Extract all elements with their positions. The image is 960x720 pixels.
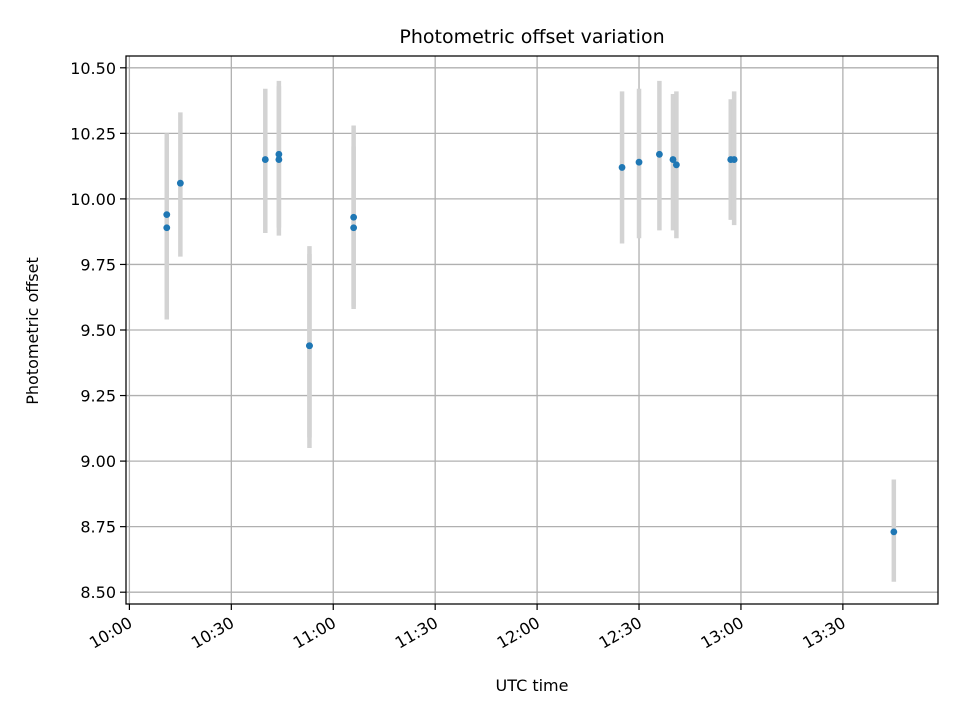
data-point: [730, 156, 738, 163]
y-tick-label: 8.50: [80, 583, 116, 602]
y-tick-label: 10.25: [70, 124, 116, 143]
data-point: [261, 156, 269, 163]
data-point: [672, 161, 680, 169]
data-point: [635, 158, 643, 166]
y-tick-label: 8.75: [80, 518, 116, 537]
y-tick-label: 10.50: [70, 59, 116, 78]
y-axis-title: Photometric offset: [23, 257, 42, 405]
x-axis-title: UTC time: [496, 676, 569, 695]
data-points: [163, 150, 898, 536]
data-point: [656, 150, 663, 158]
data-point: [350, 224, 358, 232]
data-point: [890, 528, 898, 536]
data-point: [350, 213, 358, 221]
grid: [126, 56, 938, 604]
y-tick-label: 10.00: [70, 190, 116, 209]
y-tick-label: 9.00: [80, 452, 116, 471]
data-point: [275, 150, 283, 158]
data-point: [163, 224, 171, 232]
data-point: [275, 156, 283, 163]
data-point: [306, 342, 313, 350]
data-point: [163, 211, 171, 219]
data-point: [618, 164, 626, 171]
y-tick-label: 9.25: [80, 387, 116, 406]
data-point: [669, 156, 677, 163]
y-tick-label: 9.75: [80, 255, 116, 274]
y-tick-label: 9.50: [80, 321, 116, 340]
chart-title: Photometric offset variation: [399, 26, 664, 48]
data-point: [176, 179, 184, 187]
y-axis: 8.50 8.75 9.00 9.25 9.50 9.75 10.00 10.25 10.50: [70, 59, 126, 602]
